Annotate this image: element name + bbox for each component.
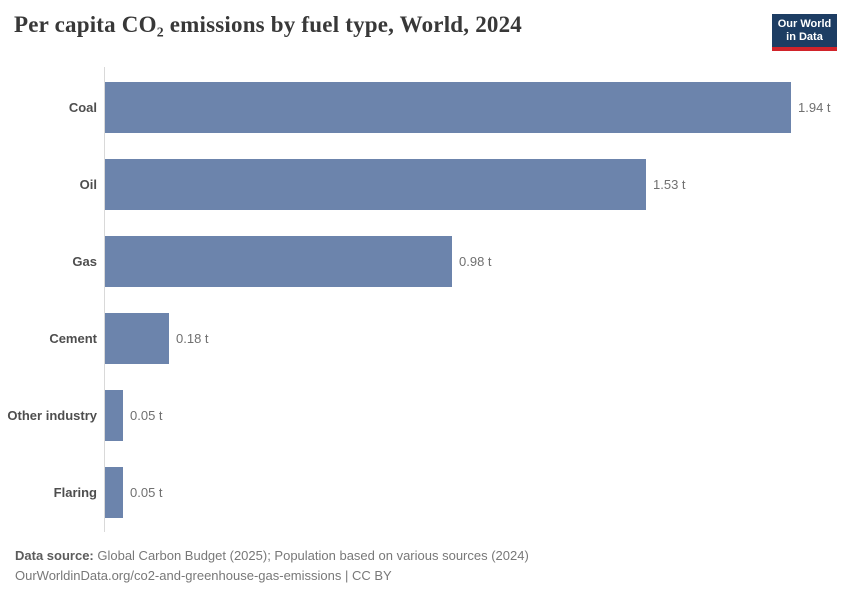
data-source-text: Global Carbon Budget (2025); Population … (93, 548, 529, 563)
chart-footer: Data source: Global Carbon Budget (2025)… (15, 546, 835, 586)
owid-logo-line2: in Data (786, 30, 823, 43)
bar-gas[interactable] (105, 236, 452, 287)
bar-row-oil: Oil 1.53 t (0, 159, 850, 210)
value-label-cement: 0.18 t (176, 331, 209, 346)
bar-cement[interactable] (105, 313, 169, 364)
value-label-gas: 0.98 t (459, 254, 492, 269)
owid-link[interactable]: OurWorldinData.org/co2-and-greenhouse-ga… (15, 568, 392, 583)
chart-title: Per capita CO₂ emissions by fuel type, W… (14, 12, 522, 37)
y-axis-line (104, 67, 105, 532)
bar-other-industry[interactable] (105, 390, 123, 441)
bar-coal[interactable] (105, 82, 791, 133)
category-label-cement: Cement (49, 331, 97, 346)
bar-row-other-industry: Other industry 0.05 t (0, 390, 850, 441)
category-label-coal: Coal (68, 100, 97, 115)
owid-logo[interactable]: Our World in Data (772, 14, 837, 51)
data-source-line: Data source: Global Carbon Budget (2025)… (15, 546, 835, 566)
value-label-oil: 1.53 t (653, 177, 686, 192)
bar-row-gas: Gas 0.98 t (0, 236, 850, 287)
bar-row-cement: Cement 0.18 t (0, 313, 850, 364)
category-label-flaring: Flaring (53, 485, 97, 500)
bar-oil[interactable] (105, 159, 646, 210)
category-label-gas: Gas (72, 254, 97, 269)
bar-flaring[interactable] (105, 467, 123, 518)
value-label-coal: 1.94 t (798, 100, 831, 115)
bar-chart: Coal 1.94 t Oil 1.53 t Gas 0.98 t Cement (0, 67, 850, 532)
data-source-label: Data source: (15, 548, 94, 563)
bar-row-coal: Coal 1.94 t (0, 82, 850, 133)
value-label-flaring: 0.05 t (130, 485, 163, 500)
category-label-oil: Oil (79, 177, 97, 192)
value-label-other-industry: 0.05 t (130, 408, 163, 423)
bar-row-flaring: Flaring 0.05 t (0, 467, 850, 518)
category-label-other-industry: Other industry (7, 408, 97, 423)
owid-logo-line1: Our World (777, 18, 832, 30)
